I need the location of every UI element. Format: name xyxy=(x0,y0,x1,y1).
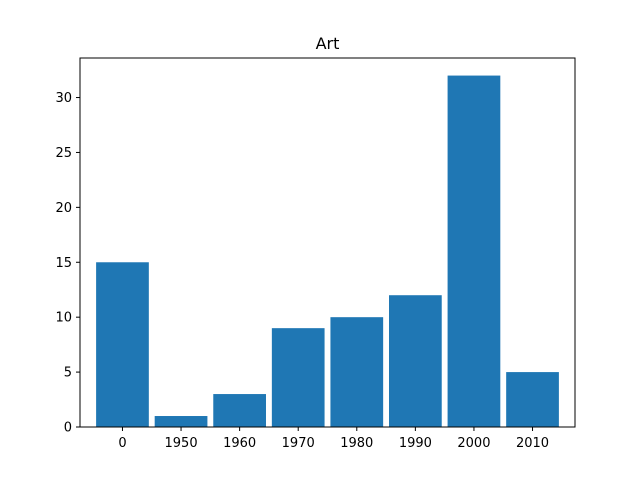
bar-1970 xyxy=(271,328,325,427)
x-tick-label: 1950 xyxy=(165,436,198,451)
x-tick-label: 1980 xyxy=(340,436,373,451)
x-tick-label: 1990 xyxy=(399,436,432,451)
x-tick-label: 2010 xyxy=(516,436,549,451)
bar-2000 xyxy=(447,75,501,428)
y-tick-label: 5 xyxy=(64,366,72,381)
x-axis: 0 1950 1960 1970 1980 1990 2000 2010 xyxy=(118,427,549,451)
y-tick-label: 30 xyxy=(55,91,72,106)
x-tick-label: 1960 xyxy=(223,436,256,451)
y-axis: 0 5 10 15 20 25 30 xyxy=(55,91,80,436)
chart-title: Art xyxy=(316,34,340,53)
y-tick-label: 15 xyxy=(55,256,72,271)
x-tick-label: 1970 xyxy=(282,436,315,451)
y-tick-label: 0 xyxy=(64,421,72,436)
bar-0 xyxy=(96,262,149,427)
plot-frame xyxy=(79,57,576,428)
bar-1950 xyxy=(154,416,208,427)
bar-1990 xyxy=(389,295,442,427)
bars-group xyxy=(96,75,559,428)
bar-1960 xyxy=(213,394,266,427)
y-tick-label: 10 xyxy=(55,311,72,326)
y-tick-label: 25 xyxy=(55,146,72,161)
bar-1980 xyxy=(330,317,384,427)
y-tick-label: 20 xyxy=(55,201,72,216)
x-tick-label: 0 xyxy=(118,436,126,451)
bar-2010 xyxy=(506,372,559,427)
x-tick-label: 2000 xyxy=(457,436,490,451)
